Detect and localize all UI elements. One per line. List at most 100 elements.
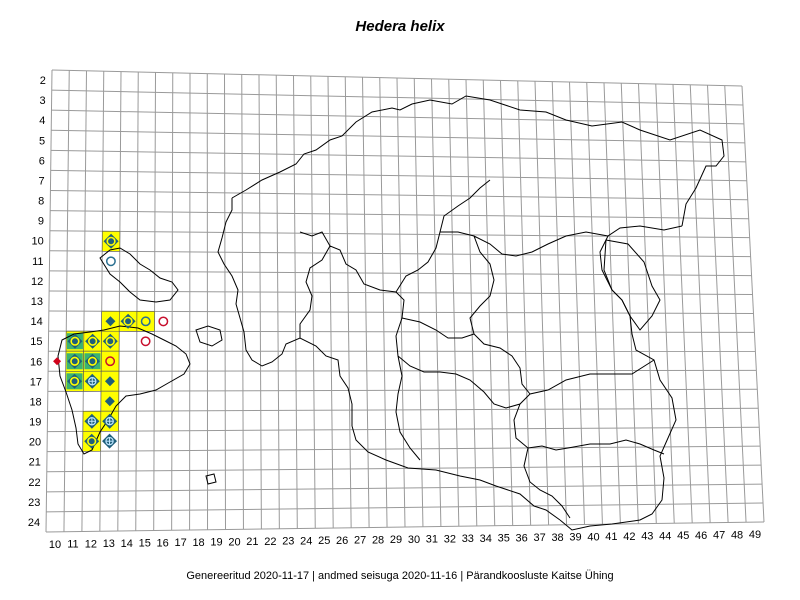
column-label: 30 — [408, 534, 420, 546]
column-label: 45 — [677, 530, 689, 542]
diamond-marker — [120, 313, 136, 329]
diamond-marker — [67, 373, 83, 389]
column-label: 10 — [49, 539, 61, 551]
grid-line-horizontal — [51, 109, 744, 125]
column-label: 23 — [282, 536, 294, 548]
row-label: 22 — [28, 477, 40, 489]
row-label: 23 — [28, 497, 40, 509]
grid-line-vertical — [534, 81, 550, 526]
diamond-marker-small — [105, 316, 116, 327]
circle-marker-red — [158, 316, 169, 327]
grid-line-horizontal — [50, 169, 747, 182]
grid-line-vertical — [620, 83, 639, 524]
row-label: 12 — [31, 276, 43, 288]
row-label: 2 — [40, 75, 46, 87]
row-label: 13 — [31, 296, 43, 308]
grid-line-vertical — [224, 73, 226, 530]
circle-marker-red — [105, 356, 116, 367]
row-label: 17 — [30, 376, 42, 388]
grid-line-vertical — [327, 76, 334, 529]
island-hiiumaa — [99, 247, 179, 303]
grid-line-vertical — [258, 74, 262, 530]
column-label: 22 — [264, 536, 276, 548]
inner-ring — [87, 356, 98, 366]
grid-line-vertical — [241, 74, 244, 530]
row-label: 6 — [39, 155, 45, 167]
diamond-marker-small — [104, 376, 115, 387]
grid-line-horizontal — [45, 521, 765, 533]
column-label: 20 — [228, 536, 240, 548]
row-label: 7 — [38, 175, 44, 187]
grid-line-horizontal — [46, 483, 763, 493]
row-label: 20 — [29, 437, 41, 449]
highlighted-cell — [136, 311, 155, 332]
column-label: 35 — [498, 533, 510, 545]
row-label: 24 — [28, 517, 40, 529]
column-label: 39 — [569, 532, 581, 544]
diamond-marker — [67, 333, 83, 349]
grid-line-horizontal — [49, 290, 753, 296]
red-diamond-marker — [53, 357, 62, 366]
column-label: 27 — [354, 535, 366, 547]
inner-ring — [106, 236, 116, 246]
column-label: 46 — [695, 530, 707, 542]
column-label: 41 — [605, 531, 617, 543]
grid-line-vertical — [379, 77, 388, 528]
grid-line-horizontal — [51, 69, 743, 87]
column-label: 24 — [300, 535, 312, 547]
grid-line-horizontal — [49, 230, 750, 239]
column-label: 49 — [749, 529, 761, 541]
diamond-marker — [67, 353, 83, 369]
row-label: 3 — [39, 95, 45, 107]
county-borders — [299, 179, 665, 519]
column-label: 19 — [210, 537, 222, 549]
region-outlines — [57, 95, 725, 531]
row-label: 18 — [29, 396, 41, 408]
grid-line-vertical — [551, 81, 568, 525]
column-label: 44 — [659, 530, 671, 542]
grid-line-vertical — [117, 71, 122, 532]
circle-marker-blue — [140, 316, 151, 327]
row-label: 8 — [38, 196, 44, 208]
column-label: 38 — [551, 532, 563, 544]
grid-line-vertical — [638, 83, 657, 524]
grid-line-vertical — [603, 82, 621, 525]
inner-ring — [87, 436, 97, 446]
grid-line-vertical — [275, 75, 280, 529]
column-labels: 10 11 12 13 14 15 16 17 18 19 20 21 22 23 24 25 26 27 28 29… — [49, 529, 761, 551]
grid-line-vertical — [655, 83, 675, 524]
highlighted-cell — [100, 350, 120, 372]
column-label: 21 — [246, 536, 258, 548]
grid-line-vertical — [99, 71, 105, 532]
grid-line-vertical — [741, 85, 765, 523]
grid — [45, 69, 765, 533]
island-muhu — [195, 325, 223, 347]
column-label: 33 — [462, 533, 474, 545]
column-label: 40 — [587, 531, 599, 543]
column-label: 47 — [713, 530, 725, 542]
column-label: 28 — [372, 534, 384, 546]
coastline-north — [231, 95, 725, 227]
grid-line-vertical — [413, 78, 424, 527]
row-label: 16 — [30, 356, 42, 368]
grid-line-vertical — [396, 77, 406, 528]
diamond-marker — [103, 233, 119, 249]
circle-marker-blue — [105, 256, 116, 267]
footer-credits: Genereeritud 2020-11-17 | andmed seisuga… — [186, 570, 614, 582]
grid-line-horizontal — [51, 129, 745, 144]
column-label: 12 — [85, 538, 97, 550]
column-label: 13 — [103, 538, 115, 550]
grid-line-vertical — [171, 72, 174, 531]
column-label: 16 — [157, 537, 169, 549]
column-label: 18 — [192, 537, 204, 549]
circle-marker-red — [140, 336, 151, 347]
grid-line-horizontal — [49, 270, 752, 277]
grid-line-vertical — [45, 69, 53, 533]
column-label: 48 — [731, 529, 743, 541]
inner-ring — [69, 376, 80, 386]
lake-peipus — [603, 239, 661, 331]
coastline-west — [217, 198, 353, 426]
row-label: 4 — [39, 115, 45, 127]
